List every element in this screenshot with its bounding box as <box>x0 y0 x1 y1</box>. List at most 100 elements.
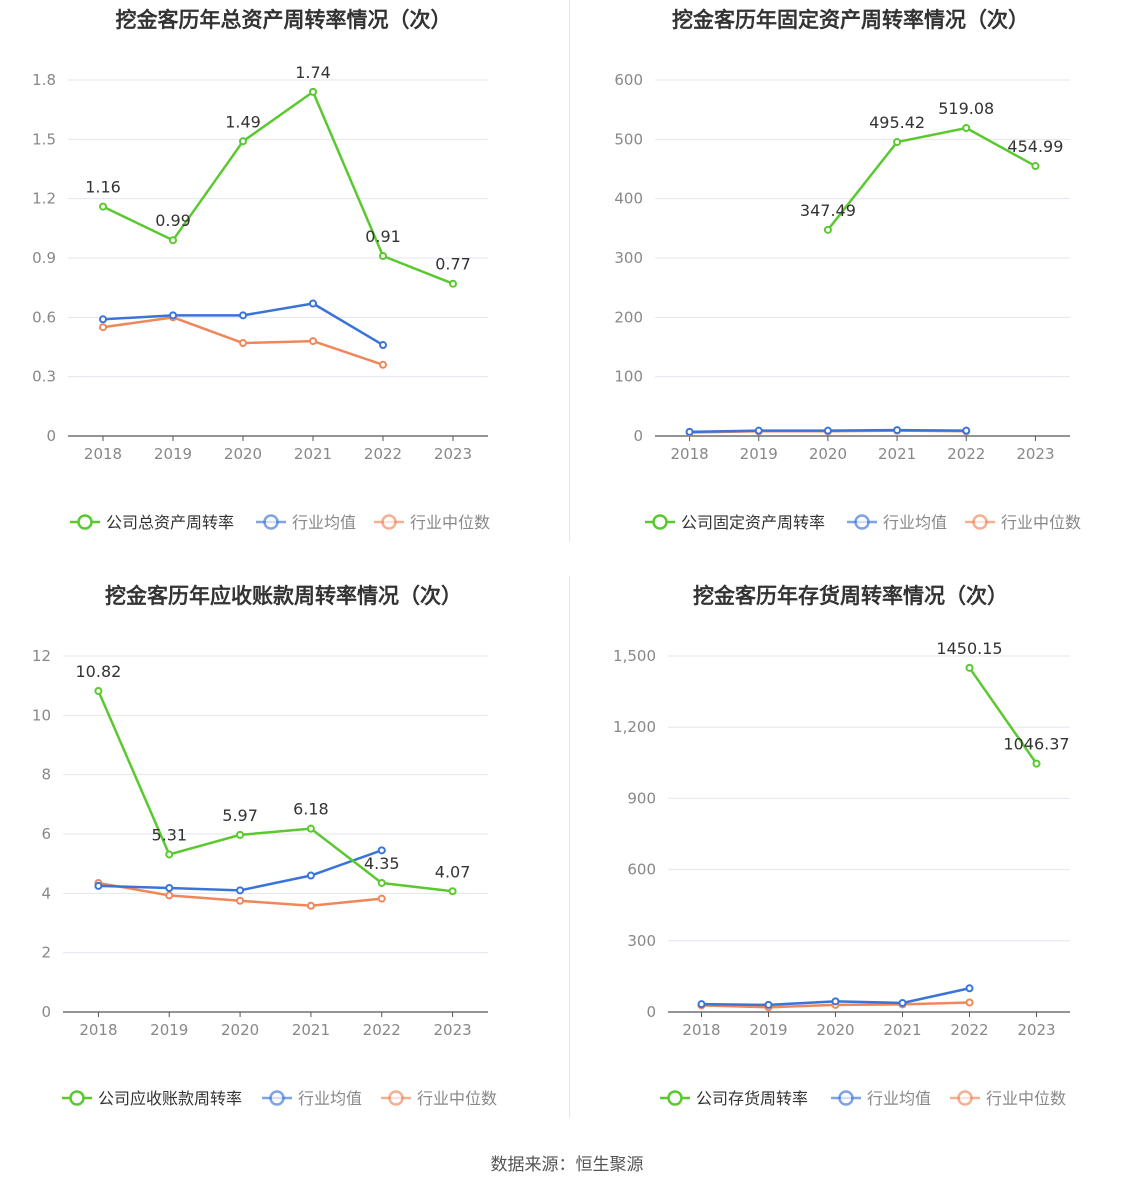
x-tick-label: 2021 <box>878 445 916 463</box>
chart-panel-total-asset-turnover: 挖金客历年总资产周转率情况（次） 0 0.3 0.6 0.9 1.2 1.5 1.8 2018… <box>0 0 567 576</box>
x-tick-label: 2022 <box>363 1021 401 1039</box>
legend-marker <box>381 514 397 530</box>
data-point-avg <box>898 998 907 1007</box>
series-line-avg <box>102 302 384 347</box>
y-tick-label: 600 <box>614 71 643 89</box>
data-point-median <box>236 896 245 905</box>
data-point-company <box>1031 162 1040 171</box>
data-label: 0.91 <box>365 227 401 246</box>
y-tick-label: 600 <box>627 861 656 879</box>
data-point-avg <box>309 299 317 308</box>
data-point-avg <box>379 341 387 350</box>
x-tick-label: 2023 <box>434 445 472 463</box>
data-point-median <box>965 998 974 1007</box>
legend-marker <box>838 1090 854 1106</box>
data-label: 1.16 <box>85 178 121 197</box>
chart-title: 挖金客历年应收账款周转率情况（次） <box>105 584 462 608</box>
data-label: 347.49 <box>800 201 856 220</box>
data-label: 1450.15 <box>936 639 1002 658</box>
data-point-median <box>99 323 107 332</box>
chart-title: 挖金客历年总资产周转率情况（次） <box>115 8 452 32</box>
data-point-avg <box>236 886 245 895</box>
legend-label: 行业均值 <box>883 513 947 532</box>
x-tick-label: 2020 <box>809 445 847 463</box>
legend-label: 公司固定资产周转率 <box>681 513 825 532</box>
data-point-company <box>962 124 971 133</box>
data-label: 6.18 <box>293 800 329 819</box>
data-point-avg <box>965 984 974 993</box>
data-label: 519.08 <box>938 99 994 118</box>
data-point-avg <box>377 846 386 855</box>
y-tick-label: 0.9 <box>32 249 56 267</box>
y-tick-label: 0 <box>646 1003 656 1021</box>
data-point-median <box>306 901 315 910</box>
data-point-avg <box>165 883 174 892</box>
y-tick-label: 1,200 <box>613 718 656 736</box>
total-asset-turnover-chart: 0 0.3 0.6 0.9 1.2 1.5 1.8 2018 2019 2020 2021 2022 2… <box>32 63 490 532</box>
y-tick-label: 1.2 <box>32 190 56 208</box>
x-tick-label: 2018 <box>682 1021 720 1039</box>
data-label: 1.49 <box>225 112 261 131</box>
data-point-company <box>1032 759 1041 768</box>
legend-marker <box>69 1090 85 1106</box>
legend-marker <box>957 1090 973 1106</box>
y-tick-label: 0.6 <box>32 308 56 326</box>
y-tick-label: 10 <box>32 706 51 724</box>
data-point-company <box>449 279 457 288</box>
legend-label: 行业均值 <box>292 513 356 532</box>
chart-title: 挖金客历年固定资产周转率情况（次） <box>672 8 1029 32</box>
data-label: 10.82 <box>76 662 122 681</box>
data-point-median <box>239 339 247 348</box>
y-tick-label: 500 <box>614 130 643 148</box>
data-label: 0.77 <box>435 255 471 274</box>
series-line-company <box>826 126 1037 231</box>
data-point-avg <box>823 426 832 435</box>
data-point-company <box>94 687 103 696</box>
panel-divider <box>569 0 570 542</box>
legend-marker <box>269 1090 285 1106</box>
x-tick-label: 2022 <box>947 445 985 463</box>
chart-panel-fixed-asset-turnover: 挖金客历年固定资产周转率情况（次） 0 100 200 300 400 500 600 201… <box>567 0 1134 576</box>
series-line-company <box>97 690 453 893</box>
x-tick-label: 2021 <box>294 445 332 463</box>
legend-marker <box>388 1090 404 1106</box>
data-point-avg <box>99 315 107 324</box>
data-point-avg <box>962 426 971 435</box>
x-tick-label: 2019 <box>154 445 192 463</box>
inventory-turnover-chart: 0 300 600 900 1,200 1,500 2018 2019 2020 2021 2022… <box>613 639 1070 1108</box>
legend-marker <box>652 514 668 530</box>
data-point-company <box>165 850 174 859</box>
y-tick-label: 8 <box>41 766 51 784</box>
x-tick-label: 2021 <box>883 1021 921 1039</box>
chart-panel-receivable-turnover: 挖金客历年应收账款周转率情况（次） 0 2 4 6 8 10 12 2018 2019 2020 2… <box>0 576 567 1152</box>
data-label: 454.99 <box>1007 137 1063 156</box>
y-tick-label: 4 <box>41 884 51 902</box>
y-tick-label: 0 <box>46 427 56 445</box>
data-point-avg <box>239 311 247 320</box>
data-point-company <box>306 824 315 833</box>
legend-marker <box>972 514 988 530</box>
y-tick-label: 1,500 <box>613 647 656 665</box>
x-tick-label: 2019 <box>740 445 778 463</box>
legend-label: 公司存货周转率 <box>696 1089 808 1108</box>
y-tick-label: 400 <box>614 190 643 208</box>
legend-marker <box>263 514 279 530</box>
data-point-company <box>448 887 457 896</box>
data-point-avg <box>306 871 315 880</box>
data-label: 5.31 <box>151 825 187 844</box>
x-tick-label: 2018 <box>79 1021 117 1039</box>
chart-title: 挖金客历年存货周转率情况（次） <box>693 584 1008 608</box>
y-tick-label: 900 <box>627 789 656 807</box>
data-point-company <box>379 252 387 261</box>
legend-label: 行业中位数 <box>1001 513 1081 532</box>
x-tick-label: 2023 <box>1017 1021 1055 1039</box>
x-tick-label: 2021 <box>292 1021 330 1039</box>
y-tick-label: 0.3 <box>32 368 56 386</box>
y-tick-label: 12 <box>32 647 51 665</box>
data-label: 0.99 <box>155 211 191 230</box>
data-label: 5.97 <box>222 806 258 825</box>
data-point-avg <box>831 997 840 1006</box>
fixed-asset-turnover-chart: 0 100 200 300 400 500 600 2018 2019 2020 2021 2022 2… <box>614 71 1081 532</box>
y-tick-label: 6 <box>41 825 51 843</box>
x-tick-label: 2018 <box>670 445 708 463</box>
